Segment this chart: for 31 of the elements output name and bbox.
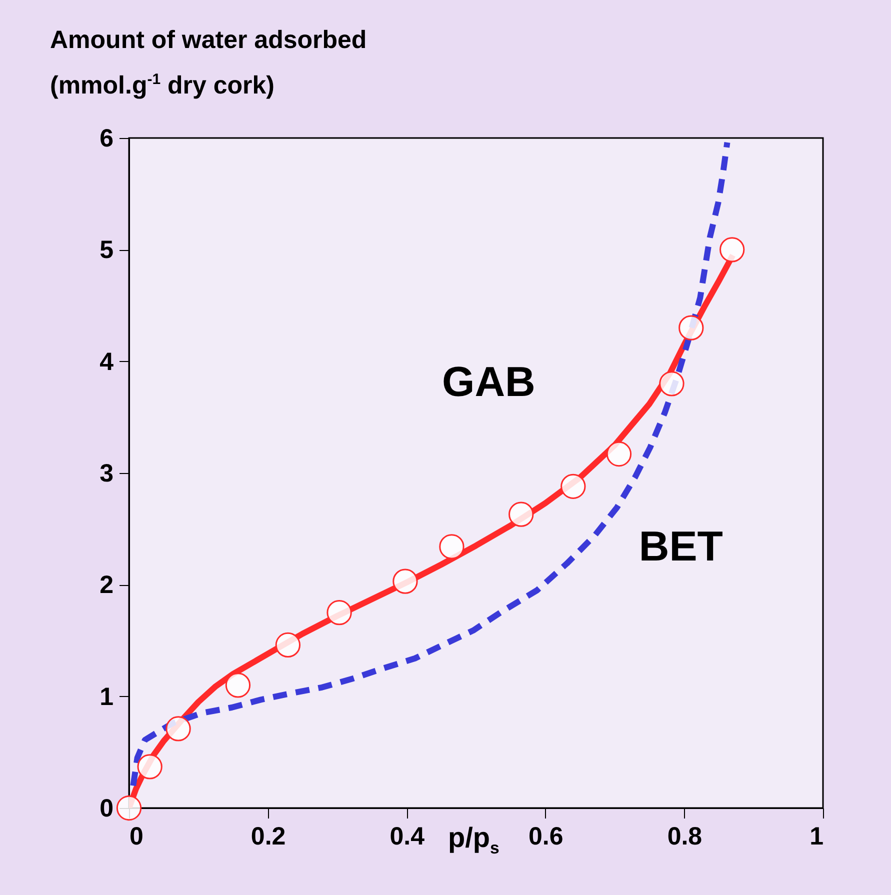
point: [116, 795, 142, 821]
y-tick-label: 0: [100, 794, 114, 822]
point: [678, 315, 704, 340]
y-tick-label: 1: [100, 682, 114, 711]
y-tick-label: 2: [100, 571, 114, 600]
point: [560, 474, 586, 499]
x-tick-label: 0.8: [667, 822, 702, 850]
point: [166, 716, 191, 742]
x-tick-label: 1: [810, 822, 824, 850]
point: [392, 568, 418, 594]
x-tick-label: 0: [130, 822, 144, 850]
point: [137, 754, 162, 780]
point: [225, 672, 251, 698]
point: [508, 502, 534, 527]
point: [326, 600, 352, 626]
point: [439, 534, 464, 560]
series-label: GAB: [442, 358, 536, 406]
x-tick-label: 0.6: [528, 822, 564, 850]
point: [720, 237, 745, 262]
y-tick-label: 4: [100, 348, 114, 376]
series-label: BET: [638, 522, 724, 570]
point: [606, 441, 632, 467]
y-tick-label: 3: [100, 460, 114, 488]
point: [275, 632, 301, 658]
x-axis-title: p/p$_{s}$: [448, 822, 500, 859]
y-tick-label: 5: [100, 236, 114, 264]
point: [659, 371, 684, 396]
x-tick-label: 0.2: [250, 822, 286, 850]
y-tick-label: 6: [100, 124, 114, 152]
y-axis-title: Amount of water adsorbed (mmol.g$^{-1}$ dry cork): [50, 25, 368, 102]
x-tick-label: 0.4: [390, 822, 425, 850]
